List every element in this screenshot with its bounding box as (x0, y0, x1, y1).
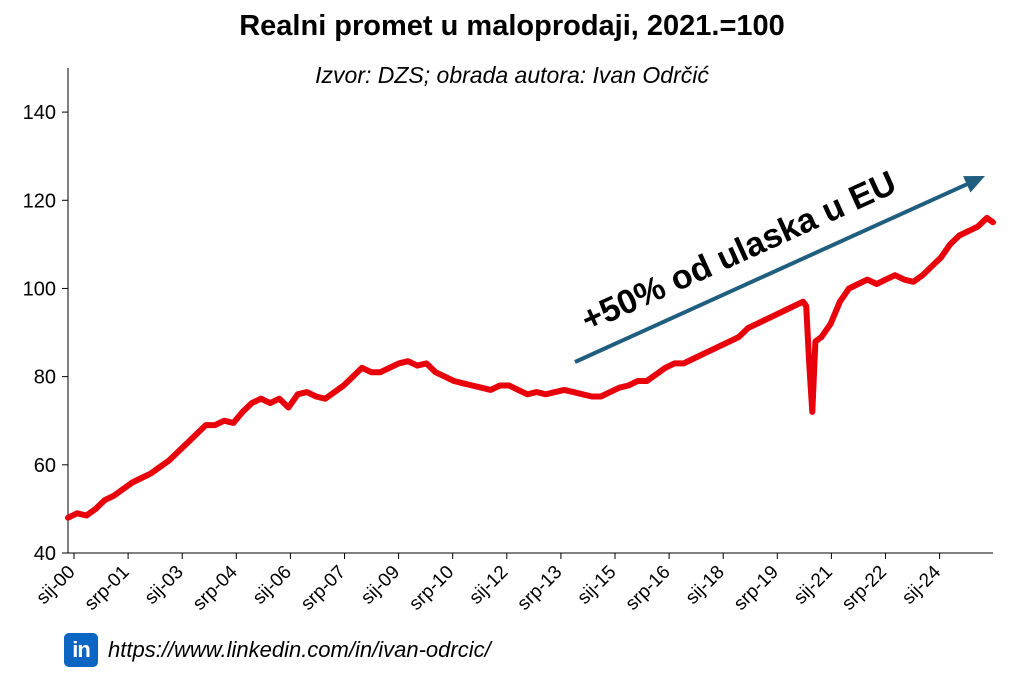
x-tick-label: srp-22 (838, 562, 891, 615)
y-tick-label: 40 (34, 543, 56, 565)
y-tick-label: 80 (34, 367, 56, 389)
x-tick-label: srp-07 (297, 562, 350, 615)
chart-subtitle: Izvor: DZS; obrada autora: Ivan Odrčić (315, 62, 709, 88)
annotation: +50% od ulaska u EU (574, 164, 985, 364)
x-tick-label: sij-09 (357, 562, 404, 609)
x-tick-label: srp-19 (730, 562, 783, 615)
trend-arrow (574, 179, 974, 364)
y-tick-label: 120 (23, 190, 56, 212)
x-tick-label: sij-21 (790, 562, 837, 609)
x-tick-label: sij-03 (141, 562, 188, 609)
x-tick-label: sij-00 (33, 562, 80, 609)
linkedin-icon: in (64, 633, 98, 667)
series-layer (65, 214, 996, 521)
annotation-label: +50% od ulaska u EU (576, 164, 902, 340)
footer: in https://www.linkedin.com/in/ivan-odrc… (64, 632, 491, 668)
y-tick-label: 100 (23, 278, 56, 300)
x-tick-label: srp-13 (514, 562, 567, 615)
x-tick-label: srp-04 (189, 561, 242, 614)
series-line (65, 214, 996, 521)
x-tick-label: sij-24 (898, 561, 945, 608)
x-tick-label: sij-12 (465, 562, 512, 609)
x-tick-label: sij-15 (574, 562, 621, 609)
x-tick-label: sij-06 (249, 562, 296, 609)
x-tick-label: srp-01 (81, 562, 134, 615)
y-tick-label: 140 (23, 102, 56, 124)
chart-title: Realni promet u maloprodaji, 2021.=100 (239, 10, 785, 42)
x-tick-label: sij-18 (682, 562, 729, 609)
x-tick-label: srp-10 (405, 562, 458, 615)
trend-arrow-head (963, 176, 985, 193)
y-tick-label: 60 (34, 455, 56, 477)
footer-link[interactable]: https://www.linkedin.com/in/ivan-odrcic/ (108, 637, 491, 662)
x-tick-label: srp-16 (622, 562, 675, 615)
